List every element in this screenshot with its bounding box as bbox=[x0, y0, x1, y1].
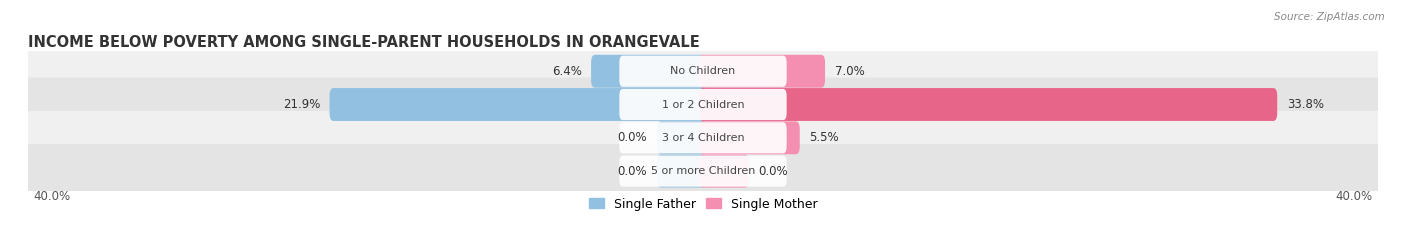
Text: 33.8%: 33.8% bbox=[1286, 98, 1324, 111]
Text: 5 or more Children: 5 or more Children bbox=[651, 166, 755, 176]
Text: 21.9%: 21.9% bbox=[283, 98, 321, 111]
FancyBboxPatch shape bbox=[699, 88, 1277, 121]
FancyBboxPatch shape bbox=[620, 89, 786, 120]
Text: 5.5%: 5.5% bbox=[810, 131, 839, 144]
Legend: Single Father, Single Mother: Single Father, Single Mother bbox=[583, 192, 823, 216]
Text: 3 or 4 Children: 3 or 4 Children bbox=[662, 133, 744, 143]
FancyBboxPatch shape bbox=[591, 55, 707, 88]
FancyBboxPatch shape bbox=[620, 155, 786, 187]
Text: 7.0%: 7.0% bbox=[835, 65, 865, 78]
FancyBboxPatch shape bbox=[21, 78, 1385, 131]
Text: 0.0%: 0.0% bbox=[617, 131, 647, 144]
Text: 6.4%: 6.4% bbox=[551, 65, 582, 78]
Text: 40.0%: 40.0% bbox=[34, 190, 70, 203]
FancyBboxPatch shape bbox=[657, 155, 707, 188]
Text: Source: ZipAtlas.com: Source: ZipAtlas.com bbox=[1274, 12, 1385, 22]
FancyBboxPatch shape bbox=[329, 88, 707, 121]
Text: 0.0%: 0.0% bbox=[759, 164, 789, 178]
FancyBboxPatch shape bbox=[21, 144, 1385, 198]
FancyBboxPatch shape bbox=[699, 55, 825, 88]
Text: INCOME BELOW POVERTY AMONG SINGLE-PARENT HOUSEHOLDS IN ORANGEVALE: INCOME BELOW POVERTY AMONG SINGLE-PARENT… bbox=[28, 34, 700, 50]
Text: 40.0%: 40.0% bbox=[1336, 190, 1372, 203]
FancyBboxPatch shape bbox=[699, 155, 749, 188]
Text: 1 or 2 Children: 1 or 2 Children bbox=[662, 99, 744, 110]
FancyBboxPatch shape bbox=[21, 44, 1385, 98]
FancyBboxPatch shape bbox=[699, 121, 800, 154]
Text: 0.0%: 0.0% bbox=[617, 164, 647, 178]
FancyBboxPatch shape bbox=[620, 56, 786, 87]
FancyBboxPatch shape bbox=[21, 111, 1385, 165]
FancyBboxPatch shape bbox=[620, 122, 786, 153]
Text: No Children: No Children bbox=[671, 66, 735, 76]
FancyBboxPatch shape bbox=[657, 121, 707, 154]
